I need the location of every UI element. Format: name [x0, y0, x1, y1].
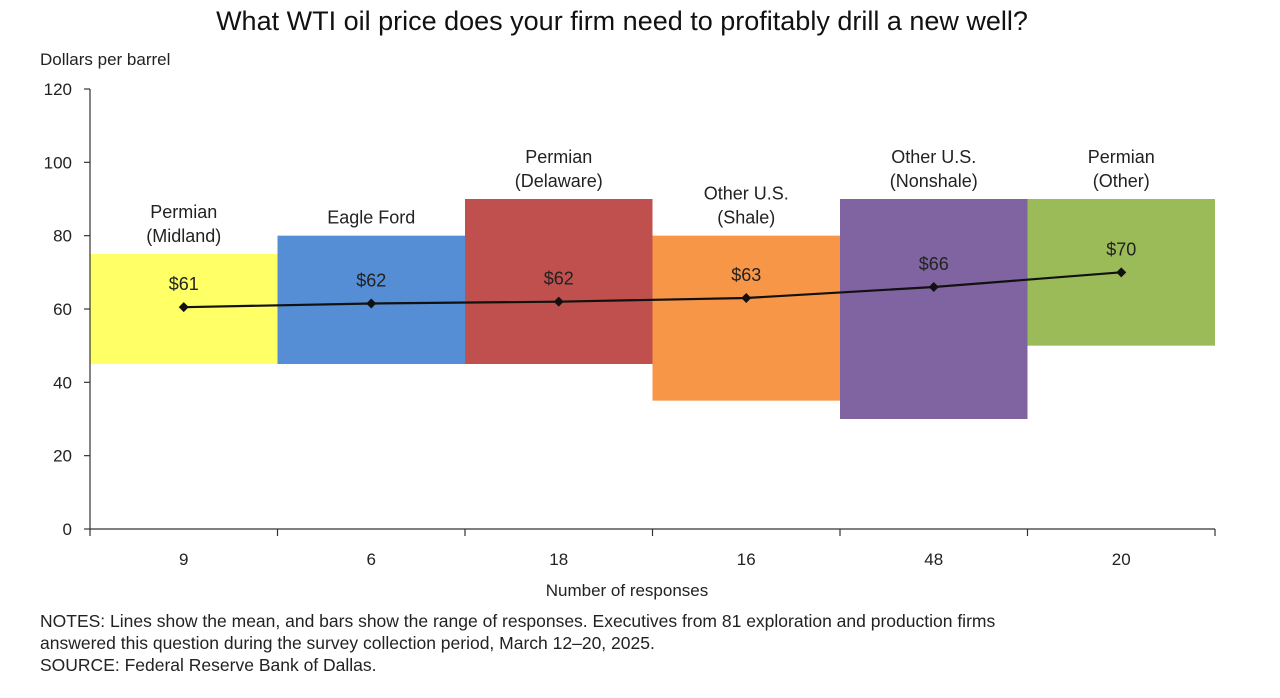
mean-value-label: $63	[731, 265, 761, 285]
mean-marker-3	[553, 296, 564, 307]
x-tick-label-responses: 16	[737, 550, 756, 569]
labels-layer: $61 Permian (Midland) $62 Eagle Ford $62 Permi…	[146, 147, 1155, 294]
mean-marker-4	[741, 293, 752, 303]
category-name-label: (Nonshale)	[890, 171, 978, 191]
x-tick-label-responses: 6	[367, 550, 376, 569]
x-tick-label-responses: 48	[924, 550, 943, 569]
category-name-label: Permian	[150, 202, 217, 222]
x-tick-label-responses: 20	[1112, 550, 1131, 569]
category-name-label: Eagle Ford	[327, 208, 415, 228]
category-name-label: Other U.S.	[704, 184, 789, 204]
chart: What WTI oil price does your firm need t…	[40, 6, 1216, 600]
notes-line-2: answered this question during the survey…	[40, 633, 655, 653]
y-tick-label-0: 0	[63, 520, 72, 539]
mean-line	[183, 271, 1122, 309]
y-tick-label-120: 120	[44, 80, 72, 99]
mean-marker-2	[366, 298, 377, 309]
mean-value-label: $62	[544, 269, 574, 289]
mean-value-label: $62	[356, 271, 386, 291]
chart-title: What WTI oil price does your firm need t…	[216, 6, 1028, 36]
y-tick-label-100: 100	[44, 153, 72, 172]
y-tick-label-80: 80	[53, 227, 72, 246]
mean-value-label: $61	[169, 274, 199, 294]
bars-layer	[90, 199, 1215, 419]
y-tick-label-60: 60	[53, 300, 72, 319]
mean-value-label: $66	[919, 254, 949, 274]
category-name-label: Permian	[1088, 147, 1155, 167]
axes-layer: 0 20 40 60 80 100 120 9 6 18 16 48 20	[44, 80, 1216, 569]
y-tick-label-40: 40	[53, 373, 72, 392]
y-axis-label: Dollars per barrel	[40, 50, 170, 69]
category-name-label: Permian	[525, 147, 592, 167]
category-name-label: Other U.S.	[891, 147, 976, 167]
x-tick-label-responses: 18	[549, 550, 568, 569]
notes-line-1: NOTES: Lines show the mean, and bars sho…	[40, 611, 996, 631]
mean-line-layer	[178, 267, 1127, 313]
mean-marker-6	[1116, 267, 1127, 278]
category-name-label: (Shale)	[717, 208, 775, 228]
category-name-label: (Delaware)	[515, 171, 603, 191]
range-bar-4	[652, 235, 840, 401]
y-tick-label-20: 20	[53, 447, 72, 466]
mean-value-label: $70	[1106, 239, 1136, 259]
mean-marker-1	[178, 302, 189, 313]
category-name-label: (Midland)	[146, 226, 221, 246]
x-tick-label-responses: 9	[179, 550, 188, 569]
mean-marker-5	[928, 282, 939, 292]
notes-block: NOTES: Lines show the mean, and bars sho…	[40, 610, 1240, 676]
range-bar-3	[465, 199, 653, 364]
source-line: SOURCE: Federal Reserve Bank of Dallas.	[40, 655, 377, 675]
range-bar-5	[840, 199, 1028, 419]
category-name-label: (Other)	[1093, 171, 1150, 191]
x-axis-label: Number of responses	[546, 581, 709, 600]
